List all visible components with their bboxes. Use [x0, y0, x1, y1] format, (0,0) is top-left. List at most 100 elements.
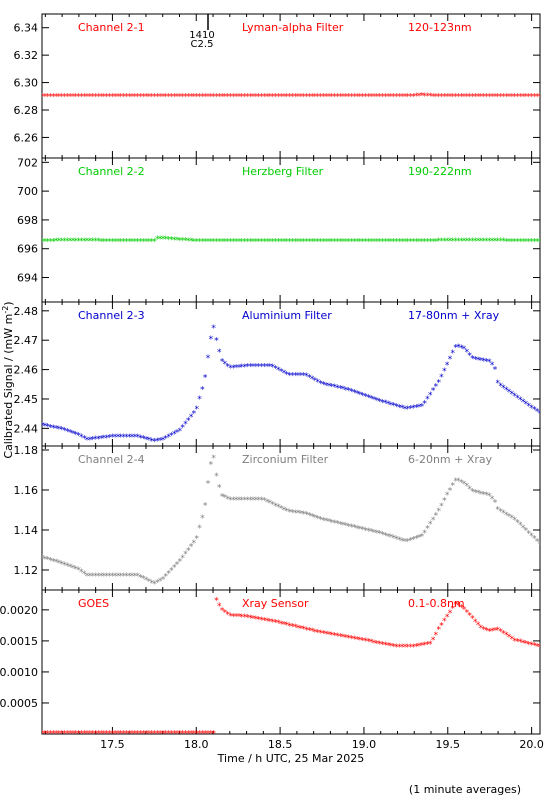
data-point: * [532, 642, 537, 652]
y-axis-title-close: ) [2, 301, 15, 305]
data-point: * [507, 237, 512, 247]
data-point: * [164, 435, 169, 445]
data-point: * [338, 633, 343, 643]
data-point: * [526, 92, 531, 102]
data-point: * [327, 630, 332, 640]
data-point: * [68, 563, 73, 573]
data-point: * [445, 613, 450, 623]
data-point: * [158, 235, 163, 245]
y-tick-label: 1.18 [14, 444, 39, 457]
data-point: * [166, 433, 171, 443]
data-point: * [259, 363, 264, 373]
data-point: * [386, 641, 391, 651]
data-point: * [307, 511, 312, 521]
y-tick-label: 702 [17, 156, 38, 169]
data-point: * [268, 499, 273, 509]
data-point: * [504, 386, 509, 396]
data-point: * [389, 533, 394, 543]
data-point: * [200, 729, 205, 739]
y-tick-label: 1.16 [14, 484, 39, 497]
y-tick-label: 2.45 [14, 393, 39, 406]
data-point: * [161, 436, 166, 446]
data-point: * [324, 92, 329, 102]
data-point: * [54, 425, 59, 435]
data-point: * [54, 237, 59, 247]
data-point: * [256, 616, 261, 626]
data-point: * [68, 429, 73, 439]
data-point: * [293, 371, 298, 381]
data-point: * [116, 729, 121, 739]
data-point: * [51, 729, 56, 739]
data-point: * [149, 579, 154, 589]
data-point: * [273, 502, 278, 512]
data-point: * [296, 371, 301, 381]
data-point: * [57, 237, 62, 247]
data-point: * [130, 433, 135, 443]
data-point: * [124, 238, 129, 248]
data-point: * [74, 237, 79, 247]
data-point: * [262, 617, 267, 627]
data-point: * [273, 619, 278, 629]
data-point: * [259, 92, 264, 102]
data-point: * [183, 92, 188, 102]
data-point: * [315, 238, 320, 248]
data-point: * [355, 636, 360, 646]
data-point: * [152, 438, 157, 448]
data-point: * [504, 511, 509, 521]
panel-label: Xray Sensor [242, 597, 309, 610]
data-point: * [152, 729, 157, 739]
data-point: * [538, 92, 543, 102]
data-point: * [462, 480, 467, 490]
data-point: * [285, 371, 290, 381]
data-point: * [262, 363, 267, 373]
data-point: * [161, 235, 166, 245]
data-point: * [85, 729, 90, 739]
x-tick-label: 19.0 [352, 738, 377, 751]
data-point: * [116, 433, 121, 443]
data-point: * [242, 613, 247, 623]
data-point: * [175, 729, 180, 739]
data-point: * [276, 619, 281, 629]
data-point: * [487, 627, 492, 637]
data-point: * [225, 238, 230, 248]
data-point: * [434, 631, 439, 641]
data-point: * [442, 497, 447, 507]
data-point: * [372, 396, 377, 406]
data-point: * [149, 729, 154, 739]
data-point: * [273, 92, 278, 102]
data-point: * [138, 573, 143, 583]
data-point: * [256, 92, 261, 102]
data-point: * [197, 729, 202, 739]
data-point: * [462, 237, 467, 247]
data-point: * [400, 643, 405, 653]
data-point: * [496, 505, 501, 515]
data-point: * [518, 638, 523, 648]
data-point: * [515, 237, 520, 247]
data-point: * [248, 496, 253, 506]
data-point: * [245, 363, 250, 373]
data-point: * [467, 351, 472, 361]
data-point: * [434, 237, 439, 247]
data-point: * [403, 643, 408, 653]
data-point: * [169, 729, 174, 739]
data-point: * [166, 235, 171, 245]
data-point: * [420, 238, 425, 248]
data-point: * [93, 572, 98, 582]
data-point: * [276, 503, 281, 513]
data-point: * [82, 435, 87, 445]
data-point: * [178, 729, 183, 739]
data-point: * [180, 729, 185, 739]
data-point: * [259, 616, 264, 626]
data-point: * [422, 529, 427, 539]
data-point: * [296, 238, 301, 248]
data-point: * [467, 485, 472, 495]
data-point: * [507, 92, 512, 102]
data-point: * [526, 402, 531, 412]
data-point: * [79, 729, 84, 739]
data-point: * [273, 238, 278, 248]
data-point: * [175, 92, 180, 102]
data-point: * [217, 483, 222, 493]
data-point: * [248, 92, 253, 102]
data-point: * [375, 92, 380, 102]
data-point: * [192, 410, 197, 420]
